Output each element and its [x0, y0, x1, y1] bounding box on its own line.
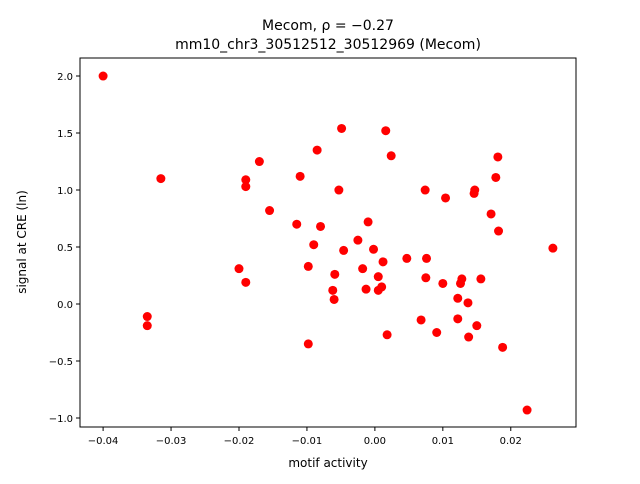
data-point	[312, 145, 322, 155]
data-point	[386, 151, 396, 161]
data-point	[420, 185, 430, 195]
x-tick-label: −0.03	[156, 436, 187, 447]
data-point	[422, 253, 432, 263]
data-point	[377, 282, 387, 292]
data-point	[421, 273, 431, 283]
y-tick-label: 1.5	[57, 129, 73, 140]
data-point	[361, 284, 371, 294]
data-point	[234, 264, 244, 274]
chart-title-line2: mm10_chr3_30512512_30512969 (Mecom)	[175, 37, 481, 53]
data-point	[241, 182, 251, 192]
plot-frame	[79, 57, 577, 428]
data-point	[339, 245, 349, 255]
data-point	[438, 278, 448, 288]
y-tick-label: 0.5	[57, 243, 73, 254]
data-point	[316, 221, 326, 231]
data-point	[330, 269, 340, 279]
x-axis-ticks: −0.04 −0.03 −0.02 −0.01 0.00 0.01 0.02	[88, 427, 522, 447]
data-point	[369, 244, 379, 254]
x-tick-label: −0.04	[88, 436, 119, 447]
x-tick-label: −0.01	[292, 436, 323, 447]
data-point	[295, 171, 305, 181]
data-point	[402, 253, 412, 263]
data-point	[363, 217, 373, 227]
data-point	[493, 152, 503, 162]
data-point	[455, 278, 465, 288]
data-point	[358, 264, 368, 274]
x-tick-label: 0.01	[432, 436, 454, 447]
data-point	[241, 175, 251, 185]
data-point	[142, 321, 152, 331]
data-point	[476, 274, 486, 284]
data-points	[98, 71, 558, 415]
y-tick-label: 2.0	[57, 72, 73, 83]
data-point	[334, 185, 344, 195]
data-point	[292, 219, 302, 229]
data-point	[353, 235, 363, 245]
data-point	[472, 321, 482, 331]
x-tick-label: −0.02	[224, 436, 255, 447]
data-point	[498, 342, 508, 352]
data-point	[254, 157, 264, 167]
data-point	[432, 327, 442, 337]
y-axis-label: signal at CRE (ln)	[15, 190, 29, 294]
data-point	[309, 240, 319, 250]
chart-title-line1: Mecom, ρ = −0.27	[262, 18, 394, 34]
y-tick-label: 0.0	[57, 300, 73, 311]
y-tick-label: 1.0	[57, 186, 73, 197]
data-point	[381, 126, 391, 136]
data-point	[522, 405, 532, 415]
x-axis-label: motif activity	[288, 456, 367, 470]
data-point	[441, 193, 451, 203]
y-axis-ticks: −1.0 −0.5 0.0 0.5 1.0 1.5 2.0	[49, 72, 80, 425]
data-point	[378, 257, 388, 267]
data-point	[241, 277, 251, 287]
data-point	[416, 315, 426, 325]
data-point	[156, 174, 166, 184]
data-point	[463, 298, 473, 308]
data-point	[548, 243, 558, 253]
data-point	[303, 339, 313, 349]
x-tick-label: 0.02	[500, 436, 522, 447]
data-point	[337, 123, 347, 133]
data-point	[453, 314, 463, 324]
data-point	[328, 285, 338, 295]
data-point	[491, 172, 501, 182]
y-tick-label: −0.5	[49, 357, 73, 368]
data-point	[469, 188, 479, 198]
data-point	[453, 293, 463, 303]
data-point	[265, 206, 275, 216]
data-point	[486, 209, 496, 219]
data-point	[98, 71, 108, 81]
data-point	[373, 272, 383, 282]
x-tick-label: 0.00	[364, 436, 386, 447]
data-point	[329, 294, 339, 304]
y-tick-label: −1.0	[49, 414, 73, 425]
data-point	[142, 312, 152, 322]
data-point	[303, 261, 313, 271]
data-point	[382, 330, 392, 340]
data-point	[464, 332, 474, 342]
data-point	[494, 226, 504, 236]
